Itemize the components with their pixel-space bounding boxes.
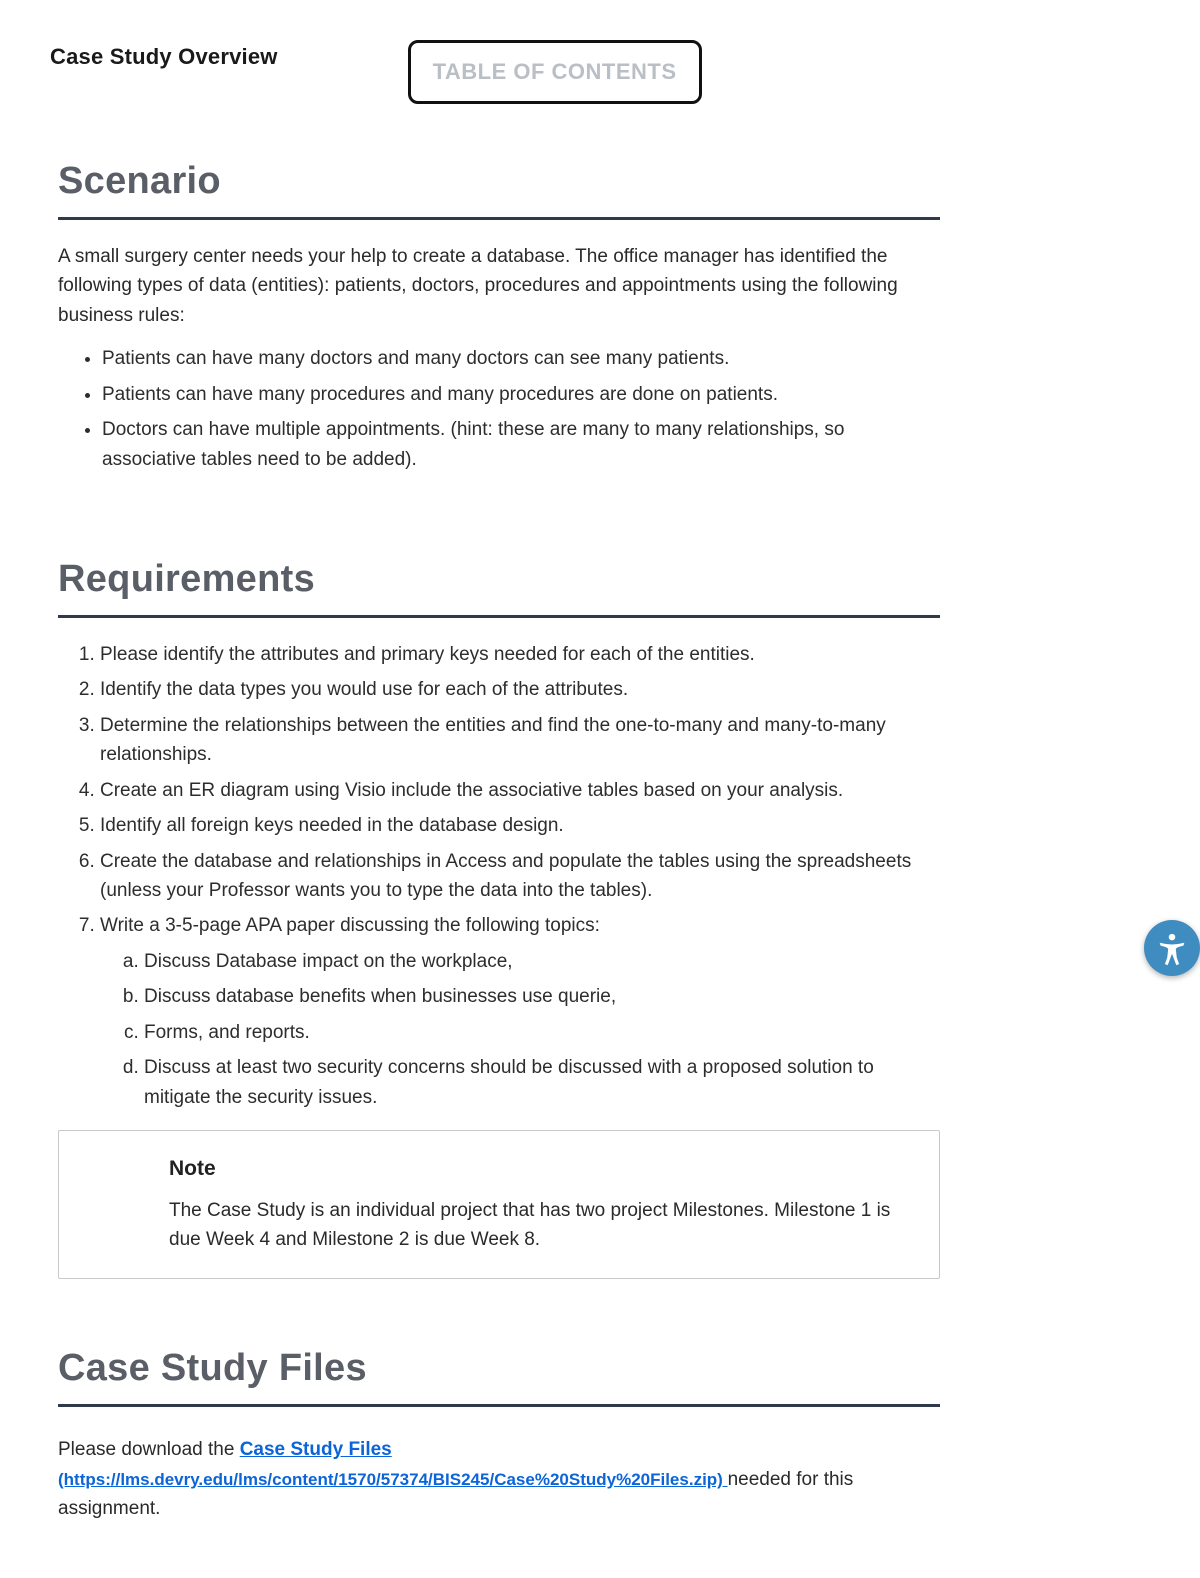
list-item: Please identify the attributes and prima… [100,640,940,669]
accessibility-icon [1153,929,1191,967]
list-item: Discuss at least two security concerns s… [144,1053,940,1112]
list-item-label: Write a 3-5-page APA paper discussing th… [100,915,600,936]
list-item: Discuss Database impact on the workplace… [144,947,940,976]
scenario-heading: Scenario [58,152,940,211]
requirements-sublist: Discuss Database impact on the workplace… [100,947,940,1112]
link-url-text: (https://lms.devry.edu/lms/content/1570/… [58,1470,728,1489]
page-title: Case Study Overview [50,40,278,74]
list-item: Create the database and relationships in… [100,847,940,906]
list-item: Write a 3-5-page APA paper discussing th… [100,911,940,1112]
divider [58,615,940,618]
note-title: Note [169,1153,915,1186]
requirements-heading: Requirements [58,550,940,609]
requirements-list: Please identify the attributes and prima… [58,640,940,1112]
accessibility-button[interactable] [1144,920,1200,976]
list-item: Forms, and reports. [144,1018,940,1047]
files-paragraph: Please download the Case Study Files (htt… [58,1435,940,1523]
files-lead-text: Please download the [58,1439,240,1460]
files-heading: Case Study Files [58,1339,940,1398]
list-item: Determine the relationships between the … [100,711,940,770]
note-callout: Note The Case Study is an individual pro… [58,1130,940,1279]
list-item: Discuss database benefits when businesse… [144,982,940,1011]
scenario-bullet-list: Patients can have many doctors and many … [58,344,940,474]
list-item: Identify the data types you would use fo… [100,675,940,704]
list-item: Create an ER diagram using Visio include… [100,776,940,805]
toc-button[interactable]: TABLE OF CONTENTS [408,40,702,104]
list-item: Patients can have many doctors and many … [102,344,940,373]
list-item: Doctors can have multiple appointments. … [102,415,940,474]
scenario-intro: A small surgery center needs your help t… [58,242,940,330]
list-item: Identify all foreign keys needed in the … [100,811,940,840]
link-text: Case Study Files [240,1439,392,1460]
divider [58,1404,940,1407]
note-body: The Case Study is an individual project … [169,1196,915,1255]
list-item: Patients can have many procedures and ma… [102,380,940,409]
divider [58,217,940,220]
